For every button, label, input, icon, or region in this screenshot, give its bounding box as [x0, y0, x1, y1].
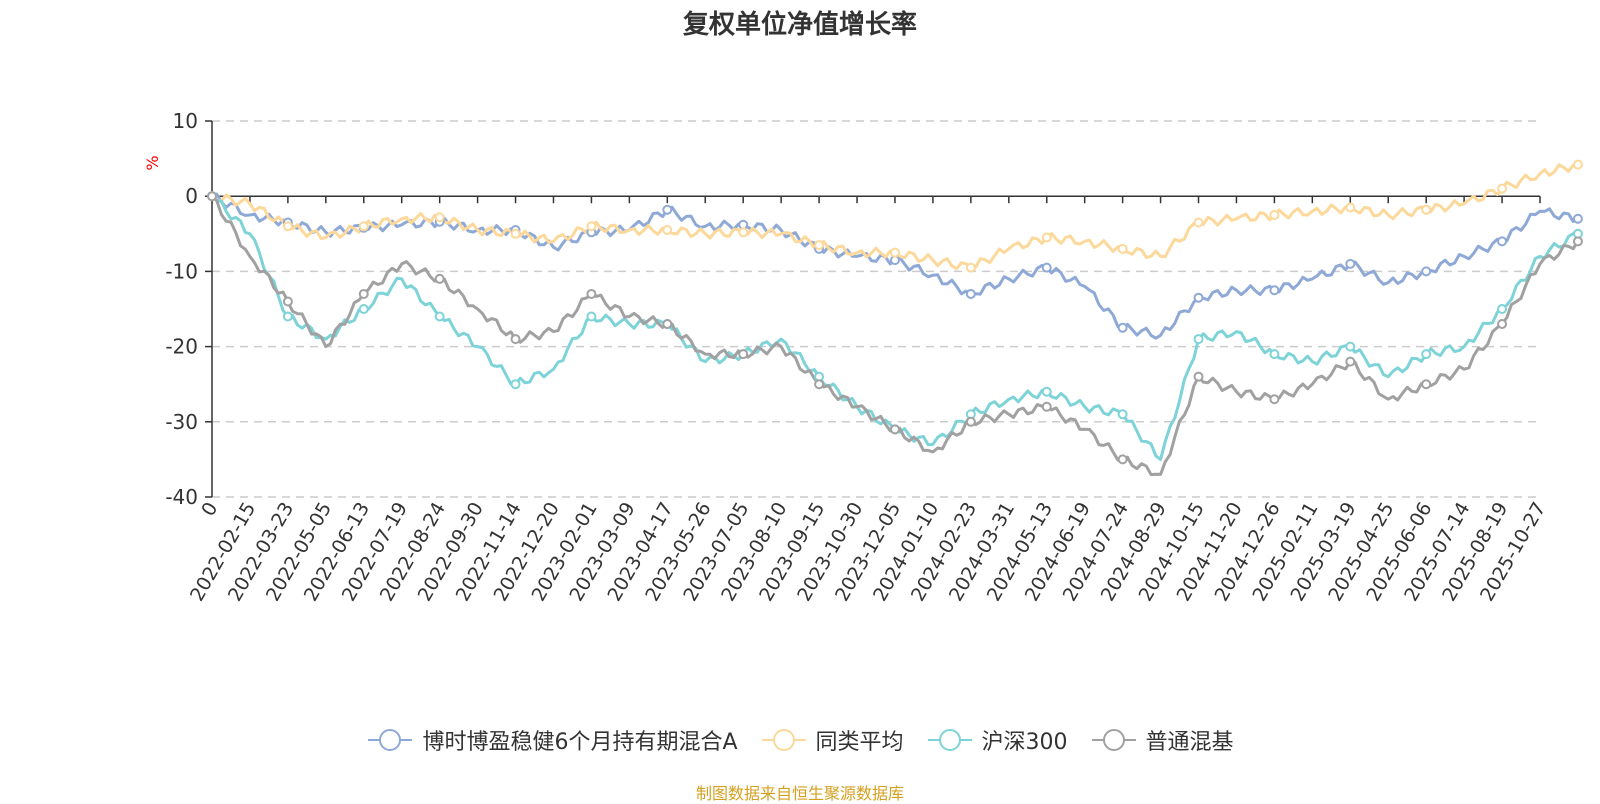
- series-2-point: [1269, 349, 1280, 360]
- legend-item-0[interactable]: 博时博盈稳健6个月持有期混合A: [366, 724, 738, 756]
- y-unit-label: %: [143, 155, 162, 170]
- series-2-point: [1193, 334, 1204, 345]
- series-2-point: [358, 304, 369, 314]
- y-tick-label: -20: [165, 335, 198, 359]
- series-0-point: [1572, 213, 1583, 224]
- series-1-point: [434, 212, 445, 223]
- series-2-point: [1497, 304, 1508, 314]
- series-2-point: [1345, 341, 1356, 352]
- series-2-point: [1117, 409, 1128, 420]
- series-1-point: [1193, 217, 1204, 228]
- source-note: 制图数据来自恒生聚源数据库: [695, 784, 904, 803]
- series-3-point: [814, 379, 825, 390]
- legend-line-circle-icon: [761, 729, 806, 751]
- series-line-2: [210, 195, 1578, 461]
- series-0-point: [1269, 285, 1280, 296]
- chart-title: 复权单位净值增长率: [682, 10, 917, 40]
- series-1-point: [1497, 183, 1508, 194]
- series-1-point: [510, 228, 521, 239]
- series-3-point: [1269, 394, 1280, 405]
- series-0-point: [1497, 236, 1508, 247]
- series-3-point: [965, 416, 976, 427]
- series-3-point: [1572, 236, 1583, 247]
- series-3-point: [1193, 371, 1204, 382]
- series-3-point: [1421, 379, 1432, 390]
- y-tick-label: -40: [165, 485, 198, 509]
- series-3-point: [207, 191, 217, 202]
- series-1-point: [1421, 204, 1432, 215]
- legend-label: 沪深300: [981, 730, 1068, 755]
- axes: [205, 120, 1541, 498]
- legend-item-2[interactable]: 沪深300: [926, 724, 1068, 756]
- legend: 博时博盈稳健6个月持有期混合A 同类平均 沪深300 普通混基: [0, 724, 1600, 756]
- series-2-point: [434, 311, 445, 322]
- series-0-point: [662, 204, 673, 215]
- series-1-point: [1269, 210, 1280, 220]
- series-2-point: [282, 311, 293, 322]
- series-1-point: [965, 262, 976, 273]
- y-tick-label: -10: [165, 259, 198, 283]
- series-0-point: [1421, 266, 1432, 277]
- series-3-point: [282, 296, 293, 307]
- series-1-point: [814, 240, 825, 251]
- chart-area: 100-10-20-30-40%02022-02-152022-03-23202…: [143, 109, 1583, 605]
- y-tick-label: 10: [173, 109, 198, 133]
- series-3-point: [510, 334, 521, 345]
- series-3-point: [1345, 356, 1356, 367]
- series-3-point: [1497, 319, 1508, 330]
- series-2-point: [1421, 349, 1432, 360]
- legend-label: 普通混基: [1145, 730, 1234, 755]
- series-3-point: [1041, 401, 1052, 412]
- legend-label: 博时博盈稳健6个月持有期混合A: [422, 730, 738, 755]
- series-markers: [207, 159, 1583, 465]
- series-1-point: [1572, 159, 1583, 170]
- series-3-point: [434, 273, 445, 284]
- x-tick-label: 0: [197, 499, 222, 520]
- y-tick-label: -30: [165, 410, 198, 434]
- series-2-point: [510, 379, 521, 390]
- series-1-point: [1117, 243, 1128, 254]
- grid-lines: [212, 120, 1540, 498]
- legend-item-1[interactable]: 同类平均: [760, 724, 904, 756]
- series-0-point: [1193, 292, 1204, 303]
- series-3-point: [738, 349, 749, 360]
- series-1-point: [738, 227, 749, 238]
- legend-label: 同类平均: [815, 730, 904, 755]
- legend-line-circle-icon: [1091, 729, 1136, 751]
- legend-line-circle-icon: [927, 729, 972, 751]
- series-1-point: [662, 225, 673, 236]
- series-1-point: [358, 221, 369, 232]
- series-1-point: [1041, 232, 1052, 243]
- series-0-point: [965, 288, 976, 299]
- y-tick-label: 0: [185, 184, 198, 208]
- series-3-point: [358, 288, 369, 299]
- series-0-point: [1117, 322, 1128, 333]
- series-3-point: [1117, 454, 1128, 465]
- series-1-point: [282, 221, 293, 232]
- legend-line-circle-icon: [368, 729, 413, 751]
- series-1-point: [586, 221, 597, 232]
- axis-labels: 100-10-20-30-40%02022-02-152022-03-23202…: [143, 109, 1550, 605]
- series-3-point: [662, 319, 673, 330]
- series-3-point: [889, 424, 900, 435]
- series-3-point: [586, 288, 597, 299]
- series-1-point: [889, 247, 900, 258]
- series-1-point: [1345, 202, 1356, 213]
- series-0-point: [1345, 258, 1356, 269]
- series-2-point: [586, 311, 597, 322]
- series-2-point: [1041, 386, 1052, 397]
- series-0-point: [1041, 262, 1052, 273]
- legend-item-3[interactable]: 普通混基: [1090, 724, 1234, 756]
